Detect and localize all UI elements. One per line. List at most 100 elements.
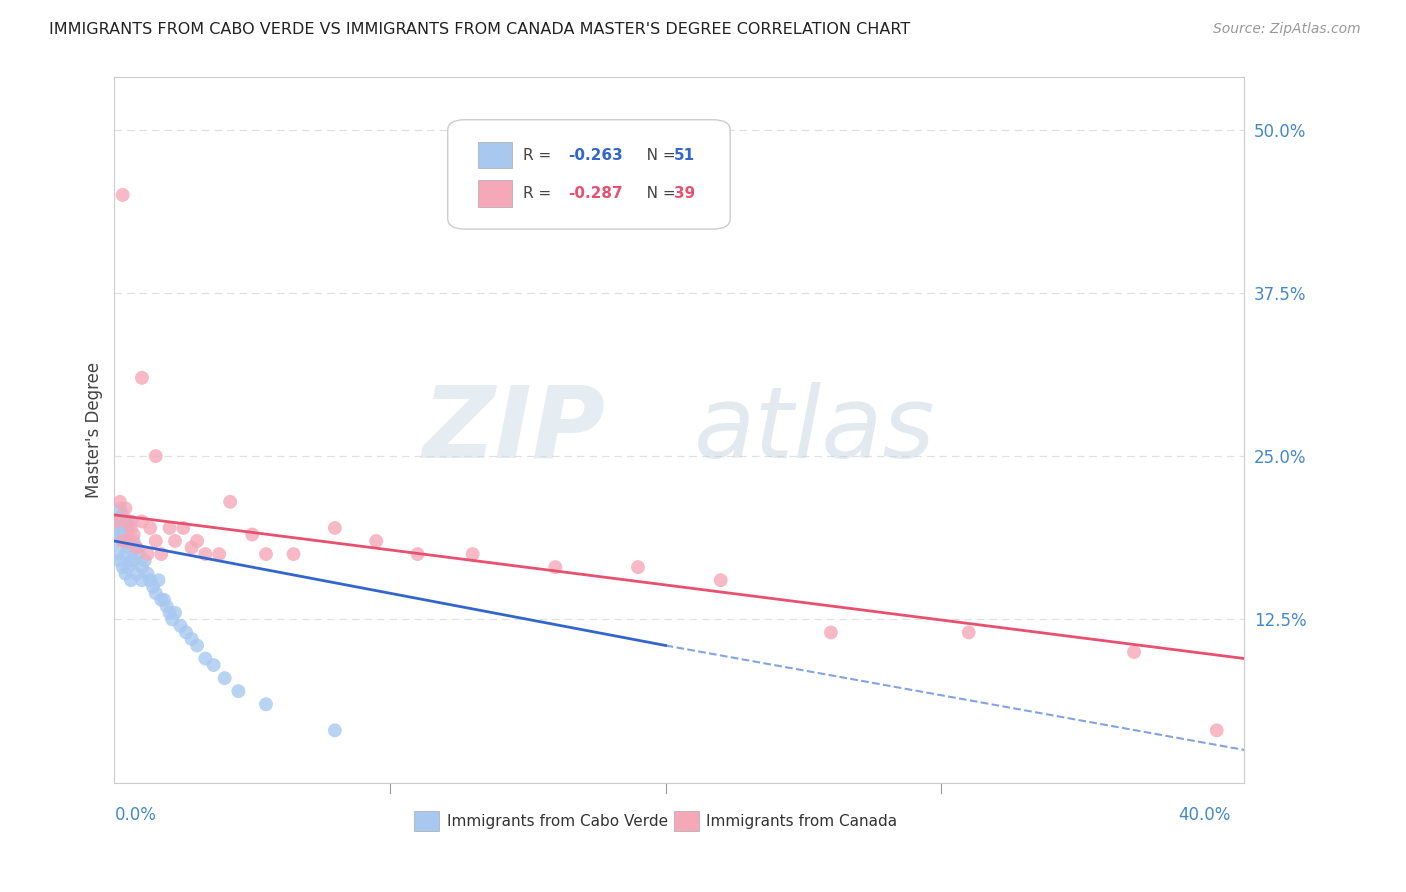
Point [105,547,128,561]
Point [134,553,156,567]
Point [202,658,225,673]
Point [105,521,128,535]
Point [163,534,186,549]
Point [544,560,567,574]
Point [153,592,176,607]
Point [159,521,181,535]
Point [120,573,142,587]
Point [125,566,148,581]
Point [108,495,131,509]
Point [117,560,139,574]
Point [117,515,139,529]
Point [219,495,242,509]
Point [145,449,167,463]
Point [957,625,980,640]
Bar [478,180,512,207]
Point [194,547,217,561]
Point [194,651,217,665]
Point [366,534,388,549]
Bar [478,142,512,169]
Point [1123,645,1146,659]
Point [131,560,153,574]
Point [120,534,142,549]
Point [174,625,197,640]
Point [111,188,134,202]
Text: R =: R = [523,147,557,162]
Text: -0.263: -0.263 [568,147,623,162]
Bar [413,812,439,831]
Bar [673,812,699,831]
Point [323,521,346,535]
Point [128,547,150,561]
Point [148,573,170,587]
Point [142,580,165,594]
Text: N =: N = [631,186,681,202]
Point [820,625,842,640]
Point [105,534,128,549]
Point [180,541,202,555]
Point [117,521,139,535]
Point [169,619,191,633]
Point [156,599,179,614]
Point [114,534,136,549]
Point [120,521,142,535]
Point [627,560,650,574]
Point [139,521,162,535]
Point [136,547,159,561]
Text: atlas: atlas [695,382,936,478]
Point [240,527,263,541]
Point [114,515,136,529]
Point [159,606,181,620]
Point [122,553,145,567]
Point [1205,723,1227,738]
Point [131,371,153,385]
Y-axis label: Master's Degree: Master's Degree [86,362,103,498]
Text: 40.0%: 40.0% [1178,806,1230,824]
Point [122,527,145,541]
Point [254,547,277,561]
Text: Source: ZipAtlas.com: Source: ZipAtlas.com [1213,22,1361,37]
Text: -0.287: -0.287 [568,186,623,202]
Point [117,541,139,555]
Point [131,515,153,529]
Point [150,592,173,607]
Point [186,639,208,653]
Point [117,534,139,549]
Point [139,573,162,587]
Point [710,573,733,587]
Point [111,534,134,549]
Text: R =: R = [523,186,557,202]
Text: IMMIGRANTS FROM CABO VERDE VS IMMIGRANTS FROM CANADA MASTER'S DEGREE CORRELATION: IMMIGRANTS FROM CABO VERDE VS IMMIGRANTS… [49,22,911,37]
Point [114,501,136,516]
Point [125,541,148,555]
Point [111,534,134,549]
Text: Immigrants from Cabo Verde: Immigrants from Cabo Verde [447,814,668,829]
Point [122,534,145,549]
Point [162,612,184,626]
Point [461,547,484,561]
Point [145,586,167,600]
Point [114,566,136,581]
Point [283,547,305,561]
Text: ZIP: ZIP [423,382,606,478]
Point [136,566,159,581]
Point [114,547,136,561]
Point [145,534,167,549]
Point [406,547,429,561]
Point [108,515,131,529]
Point [111,560,134,574]
Point [163,606,186,620]
Point [186,534,208,549]
Point [228,684,250,698]
Point [150,547,173,561]
Point [120,515,142,529]
Point [125,541,148,555]
Point [111,521,134,535]
Point [208,547,231,561]
Point [105,515,128,529]
Point [254,698,277,712]
FancyBboxPatch shape [447,120,730,229]
Point [131,573,153,587]
Point [120,553,142,567]
Point [108,553,131,567]
